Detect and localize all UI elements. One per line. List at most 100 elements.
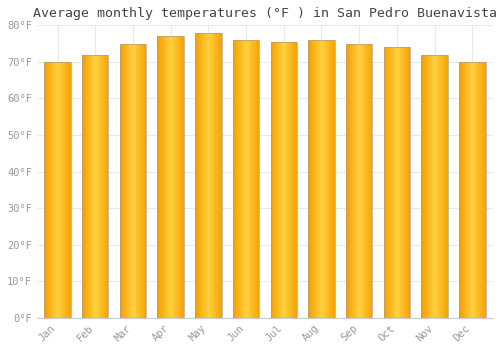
Bar	[314, 40, 316, 318]
Bar	[219, 33, 220, 318]
Bar	[273, 42, 274, 318]
Bar	[275, 42, 276, 318]
Bar	[164, 36, 166, 318]
Bar	[284, 42, 286, 318]
Bar	[346, 43, 372, 318]
Bar	[466, 62, 467, 318]
Bar	[328, 40, 330, 318]
Bar	[159, 36, 160, 318]
Bar	[166, 36, 167, 318]
Bar	[459, 62, 460, 318]
Bar	[64, 62, 66, 318]
Bar	[247, 40, 248, 318]
Bar	[358, 43, 359, 318]
Bar	[483, 62, 484, 318]
Bar	[212, 33, 213, 318]
Bar	[92, 55, 94, 318]
Bar	[211, 33, 212, 318]
Bar	[126, 43, 127, 318]
Bar	[195, 33, 196, 318]
Bar	[402, 47, 403, 318]
Bar	[233, 40, 260, 318]
Bar	[82, 55, 83, 318]
Bar	[52, 62, 53, 318]
Bar	[473, 62, 474, 318]
Bar	[130, 43, 131, 318]
Bar	[428, 55, 430, 318]
Bar	[233, 40, 234, 318]
Bar	[475, 62, 476, 318]
Bar	[295, 42, 296, 318]
Bar	[362, 43, 364, 318]
Bar	[105, 55, 106, 318]
Bar	[53, 62, 54, 318]
Bar	[138, 43, 139, 318]
Bar	[217, 33, 218, 318]
Bar	[481, 62, 482, 318]
Bar	[459, 62, 485, 318]
Bar	[218, 33, 219, 318]
Bar	[55, 62, 56, 318]
Bar	[60, 62, 61, 318]
Bar	[330, 40, 331, 318]
Bar	[176, 36, 177, 318]
Bar	[158, 36, 184, 318]
Bar	[241, 40, 242, 318]
Bar	[252, 40, 253, 318]
Bar	[144, 43, 146, 318]
Bar	[198, 33, 200, 318]
Bar	[290, 42, 291, 318]
Bar	[272, 42, 273, 318]
Bar	[63, 62, 64, 318]
Bar	[444, 55, 445, 318]
Bar	[96, 55, 97, 318]
Bar	[196, 33, 197, 318]
Bar	[480, 62, 481, 318]
Bar	[482, 62, 483, 318]
Bar	[433, 55, 434, 318]
Bar	[369, 43, 370, 318]
Bar	[172, 36, 174, 318]
Bar	[283, 42, 284, 318]
Bar	[478, 62, 480, 318]
Bar	[325, 40, 326, 318]
Bar	[467, 62, 468, 318]
Bar	[308, 40, 309, 318]
Bar	[103, 55, 104, 318]
Bar	[322, 40, 324, 318]
Bar	[169, 36, 170, 318]
Bar	[69, 62, 70, 318]
Bar	[102, 55, 103, 318]
Bar	[100, 55, 102, 318]
Bar	[370, 43, 372, 318]
Bar	[178, 36, 180, 318]
Bar	[84, 55, 86, 318]
Bar	[128, 43, 130, 318]
Bar	[50, 62, 51, 318]
Bar	[462, 62, 464, 318]
Bar	[470, 62, 472, 318]
Bar	[317, 40, 318, 318]
Bar	[127, 43, 128, 318]
Bar	[177, 36, 178, 318]
Bar	[422, 55, 448, 318]
Bar	[197, 33, 198, 318]
Bar	[98, 55, 99, 318]
Bar	[47, 62, 48, 318]
Bar	[367, 43, 368, 318]
Bar	[404, 47, 405, 318]
Bar	[270, 42, 272, 318]
Bar	[238, 40, 239, 318]
Bar	[368, 43, 369, 318]
Bar	[254, 40, 255, 318]
Bar	[354, 43, 355, 318]
Bar	[246, 40, 247, 318]
Bar	[67, 62, 68, 318]
Bar	[326, 40, 327, 318]
Bar	[94, 55, 96, 318]
Bar	[48, 62, 50, 318]
Bar	[89, 55, 90, 318]
Bar	[213, 33, 214, 318]
Bar	[464, 62, 466, 318]
Bar	[56, 62, 58, 318]
